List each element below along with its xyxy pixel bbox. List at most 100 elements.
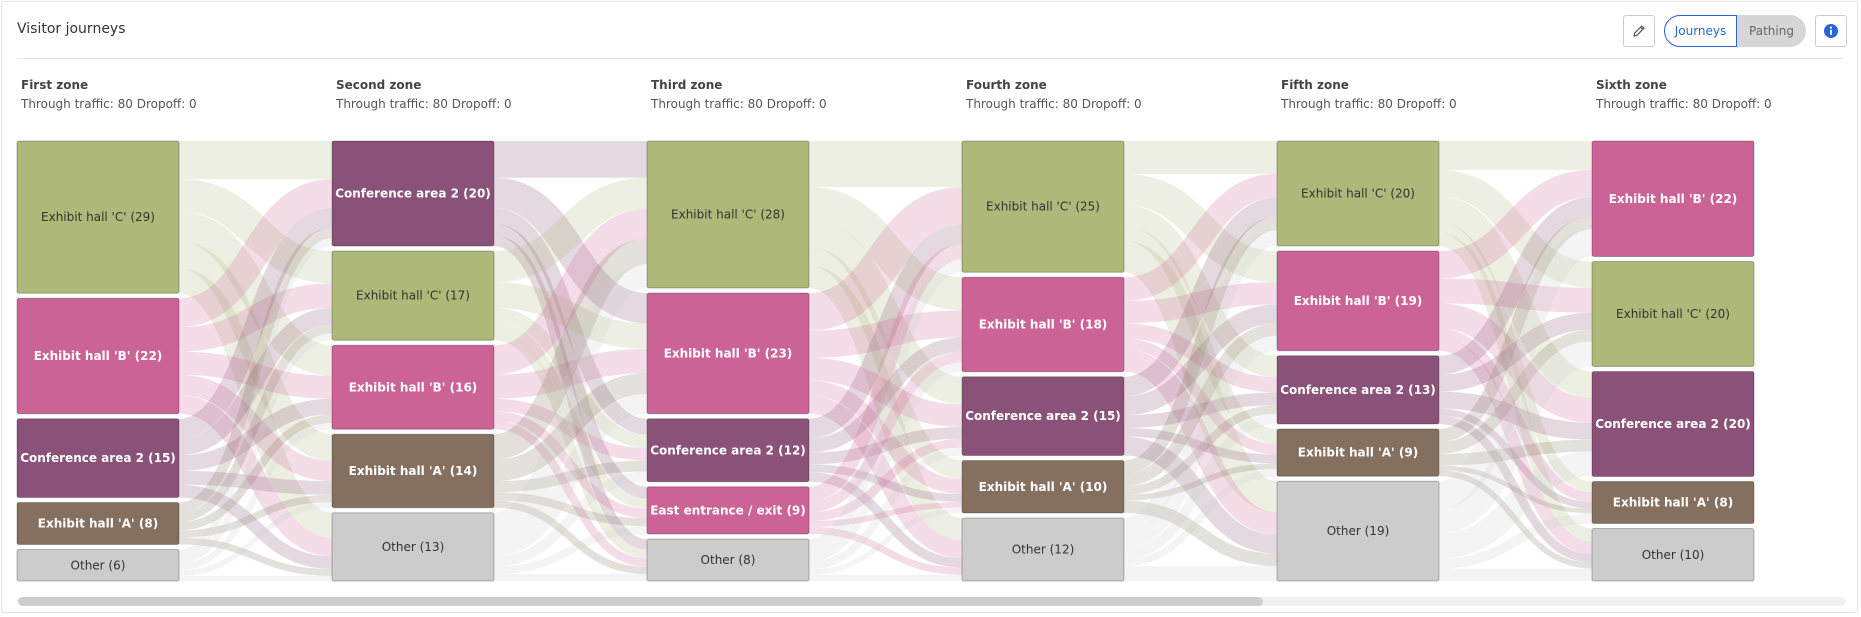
flow-band xyxy=(808,438,963,522)
flow-band xyxy=(178,494,333,538)
zone-node-box[interactable] xyxy=(646,140,810,289)
zone-node[interactable]: Other (13) xyxy=(331,512,495,582)
zone-node[interactable]: Exhibit hall 'A' (8) xyxy=(1591,481,1755,524)
zone-node-label: Exhibit hall 'B' (16) xyxy=(349,380,478,394)
zone-node[interactable]: Other (8) xyxy=(646,538,810,582)
info-button[interactable] xyxy=(1815,15,1847,47)
flow-band xyxy=(493,235,648,550)
zone-node-box[interactable] xyxy=(961,276,1125,373)
flow-band xyxy=(1438,303,1593,423)
zone-node-label: Exhibit hall 'C' (20) xyxy=(1616,307,1730,321)
zone-node[interactable]: Conference area 2 (15) xyxy=(961,376,1125,456)
zone-node[interactable]: Exhibit hall 'A' (8) xyxy=(16,502,180,545)
zone-node-box[interactable] xyxy=(961,140,1125,273)
zone-node[interactable]: Exhibit hall 'B' (23) xyxy=(646,292,810,415)
zone-node-box[interactable] xyxy=(16,418,180,498)
zone-node-box[interactable] xyxy=(16,140,180,294)
zone-node-box[interactable] xyxy=(961,517,1125,582)
flow-band xyxy=(493,526,648,575)
zone-node-box[interactable] xyxy=(331,140,495,247)
zone-node-box[interactable] xyxy=(1591,261,1755,367)
zone-node[interactable]: Conference area 2 (20) xyxy=(331,140,495,247)
zone-header: Second zone Through traffic: 80 Dropoff: … xyxy=(336,78,512,111)
zone-node[interactable]: Exhibit hall 'C' (29) xyxy=(16,140,180,294)
zone-node-label: Conference area 2 (13) xyxy=(1280,383,1436,397)
zone-node[interactable]: Conference area 2 (15) xyxy=(16,418,180,498)
zone-node[interactable]: Exhibit hall 'C' (28) xyxy=(646,140,810,289)
zone-node[interactable]: East entrance / exit (9) xyxy=(646,486,810,535)
flow-band xyxy=(1123,413,1278,559)
zone-node[interactable]: Other (6) xyxy=(16,549,180,582)
zone-node[interactable]: Exhibit hall 'B' (18) xyxy=(961,276,1125,373)
zone-node-box[interactable] xyxy=(1591,140,1755,257)
horizontal-scrollbar[interactable] xyxy=(18,597,1846,606)
zone-node-box[interactable] xyxy=(331,512,495,582)
zone-name: Fourth zone xyxy=(966,78,1047,92)
flow-band xyxy=(493,372,648,482)
zone-node[interactable]: Exhibit hall 'B' (22) xyxy=(16,297,180,415)
flow-band xyxy=(808,337,963,453)
zone-node-box[interactable] xyxy=(331,250,495,341)
zone-node[interactable]: Exhibit hall 'A' (14) xyxy=(331,433,495,509)
flow-band xyxy=(178,324,333,522)
zone-node-box[interactable] xyxy=(646,418,810,483)
zone-node-box[interactable] xyxy=(16,502,180,545)
zone-node-box[interactable] xyxy=(16,549,180,582)
flow-band xyxy=(178,307,333,456)
edit-button[interactable] xyxy=(1623,15,1655,47)
zone-node-label: Conference area 2 (15) xyxy=(20,451,176,465)
zone-node-box[interactable] xyxy=(961,460,1125,514)
zone-node[interactable]: Exhibit hall 'B' (16) xyxy=(331,344,495,430)
zone-node[interactable]: Other (12) xyxy=(961,517,1125,582)
zone-node-box[interactable] xyxy=(961,376,1125,456)
zone-node[interactable]: Exhibit hall 'C' (20) xyxy=(1591,261,1755,367)
flow-band xyxy=(807,186,964,331)
zone-node[interactable]: Conference area 2 (13) xyxy=(1276,355,1440,425)
journeys-toggle-button[interactable]: Journeys xyxy=(1664,15,1737,47)
scrollbar-thumb[interactable] xyxy=(18,597,1263,606)
flow-band xyxy=(1438,216,1593,442)
zone-node-box[interactable] xyxy=(646,486,810,535)
zone-header: Fourth zone Through traffic: 80 Dropoff: … xyxy=(966,78,1142,111)
zone-node-box[interactable] xyxy=(1276,250,1440,352)
zone-node-box[interactable] xyxy=(331,433,495,509)
zone-node[interactable]: Exhibit hall 'C' (25) xyxy=(961,140,1125,273)
zone-node[interactable]: Other (10) xyxy=(1591,528,1755,582)
zone-node-label: Conference area 2 (15) xyxy=(965,409,1121,423)
flow-band xyxy=(808,244,963,502)
flow-band xyxy=(1123,338,1278,455)
zone-node-box[interactable] xyxy=(1591,371,1755,477)
zone-node-box[interactable] xyxy=(1591,481,1755,524)
flow-band xyxy=(1123,217,1278,474)
pathing-toggle-button[interactable]: Pathing xyxy=(1749,24,1794,38)
flow-band xyxy=(493,321,648,509)
zone-node-box[interactable] xyxy=(646,292,810,415)
zone-node[interactable]: Conference area 2 (20) xyxy=(1591,371,1755,477)
zone-node-box[interactable] xyxy=(1276,140,1440,247)
flow-band xyxy=(493,394,648,557)
zone-node-box[interactable] xyxy=(331,344,495,430)
zone-node[interactable]: Exhibit hall 'B' (19) xyxy=(1276,250,1440,352)
zone-node[interactable]: Exhibit hall 'A' (10) xyxy=(961,460,1125,514)
zone-node[interactable]: Exhibit hall 'C' (20) xyxy=(1276,140,1440,247)
zone-node-box[interactable] xyxy=(646,538,810,582)
zone-node[interactable]: Other (19) xyxy=(1276,480,1440,582)
zone-stats: Through traffic: 80 Dropoff: 0 xyxy=(966,97,1142,111)
flow-band xyxy=(493,307,648,448)
flow-band xyxy=(1438,338,1593,555)
zone-node[interactable]: Exhibit hall 'A' (9) xyxy=(1276,428,1440,477)
zone-node-box[interactable] xyxy=(1276,428,1440,477)
flow-band xyxy=(808,464,963,502)
zone-node[interactable]: Exhibit hall 'C' (17) xyxy=(331,250,495,341)
zone-node-label: Exhibit hall 'B' (22) xyxy=(34,349,163,363)
flow-band xyxy=(493,223,648,499)
zone-node-box[interactable] xyxy=(1591,528,1755,582)
zone-node[interactable]: Exhibit hall 'B' (22) xyxy=(1591,140,1755,257)
zone-node-box[interactable] xyxy=(1276,355,1440,425)
flow-band xyxy=(808,395,963,559)
zone-node[interactable]: Conference area 2 (12) xyxy=(646,418,810,483)
zone-node-box[interactable] xyxy=(16,297,180,415)
flow-band xyxy=(1121,241,1280,513)
zone-node-label: Exhibit hall 'A' (10) xyxy=(979,480,1108,494)
zone-node-box[interactable] xyxy=(1276,480,1440,582)
